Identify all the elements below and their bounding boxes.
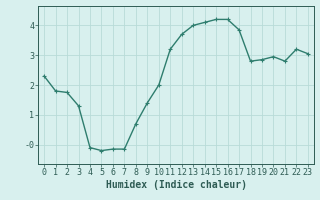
X-axis label: Humidex (Indice chaleur): Humidex (Indice chaleur): [106, 180, 246, 190]
